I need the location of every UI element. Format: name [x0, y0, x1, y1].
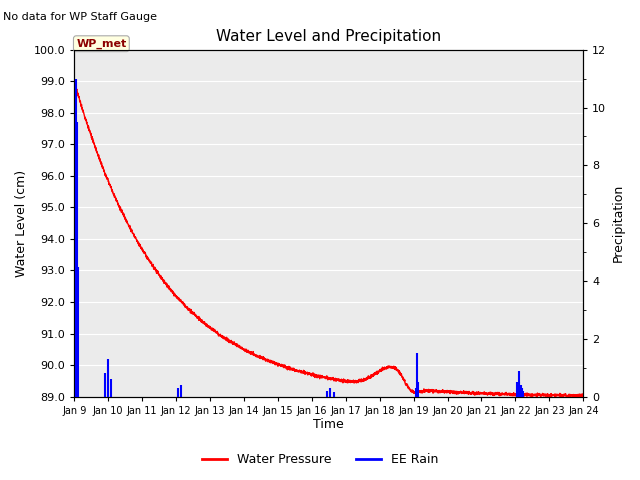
- Legend: Water Pressure, EE Rain: Water Pressure, EE Rain: [196, 448, 444, 471]
- Text: WP_met: WP_met: [76, 38, 127, 49]
- Y-axis label: Water Level (cm): Water Level (cm): [15, 169, 28, 277]
- Text: No data for WP Staff Gauge: No data for WP Staff Gauge: [3, 12, 157, 22]
- Title: Water Level and Precipitation: Water Level and Precipitation: [216, 29, 442, 44]
- Y-axis label: Precipitation: Precipitation: [612, 184, 625, 262]
- X-axis label: Time: Time: [314, 419, 344, 432]
